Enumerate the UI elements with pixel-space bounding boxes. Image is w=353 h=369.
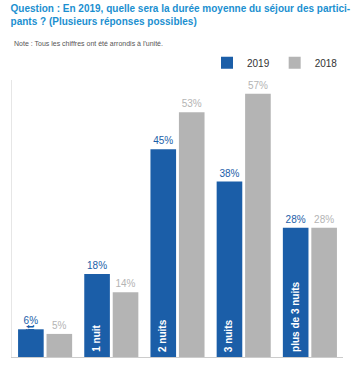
svg-text:45%: 45%	[153, 135, 173, 146]
svg-text:2 nuits: 2 nuits	[157, 319, 168, 352]
svg-text:3 nuits: 3 nuits	[223, 320, 234, 353]
svg-text:28%: 28%	[286, 214, 306, 225]
svg-text:53%: 53%	[182, 98, 202, 109]
svg-text:28%: 28%	[314, 214, 334, 225]
svg-text:57%: 57%	[248, 80, 268, 91]
svg-text:2018: 2018	[315, 58, 338, 69]
svg-text:18%: 18%	[87, 260, 107, 271]
svg-text:2019: 2019	[247, 58, 270, 69]
svg-text:Question : En 2019, quelle ser: Question : En 2019, quelle sera la durée…	[11, 3, 351, 27]
svg-text:5%: 5%	[52, 320, 67, 331]
svg-text:14%: 14%	[115, 278, 135, 289]
svg-text:1 nuit: 1 nuit	[91, 324, 102, 351]
svg-text:38%: 38%	[219, 168, 239, 179]
svg-text:plus de 3 nuits: plus de 3 nuits	[290, 281, 301, 351]
svg-text:6%: 6%	[24, 315, 39, 326]
svg-text:0 nuit: 0 nuit	[25, 324, 36, 351]
svg-text:Note : Tous les chiffres ont é: Note : Tous les chiffres ont été arrondi…	[14, 40, 163, 47]
